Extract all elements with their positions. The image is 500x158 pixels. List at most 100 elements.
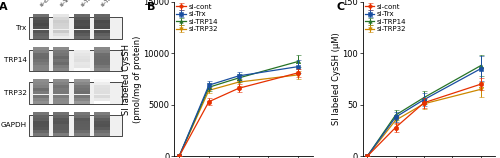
Bar	[33, 98, 49, 101]
Bar	[33, 14, 49, 17]
Bar	[94, 79, 110, 82]
Bar	[94, 17, 110, 20]
Bar	[53, 79, 70, 82]
Bar	[74, 17, 90, 20]
Bar	[53, 23, 70, 26]
Bar	[53, 30, 70, 33]
Bar	[74, 47, 90, 50]
Bar	[53, 20, 70, 23]
Y-axis label: SI labeled CysSH
(pmol/mg of protein): SI labeled CysSH (pmol/mg of protein)	[122, 35, 142, 123]
Bar	[33, 101, 49, 104]
Bar	[33, 47, 49, 50]
Bar	[74, 53, 90, 56]
Bar	[74, 30, 90, 33]
Bar	[33, 88, 49, 91]
Bar	[33, 79, 49, 82]
Bar	[94, 101, 110, 104]
Bar	[74, 112, 90, 115]
Bar	[53, 62, 70, 65]
Bar	[33, 91, 49, 94]
Bar	[53, 47, 70, 50]
Bar	[74, 88, 90, 91]
Bar	[53, 112, 70, 115]
Bar	[74, 130, 90, 133]
Bar	[33, 133, 49, 136]
Bar	[53, 101, 70, 104]
Bar	[33, 94, 49, 98]
Bar	[33, 17, 49, 20]
Bar	[94, 82, 110, 85]
Bar	[29, 82, 122, 104]
Bar	[94, 36, 110, 39]
Text: B: B	[146, 2, 155, 12]
Bar	[53, 26, 70, 29]
Text: si-TRP32: si-TRP32	[100, 0, 122, 8]
Bar	[74, 79, 90, 82]
Bar	[53, 124, 70, 127]
Bar	[53, 118, 70, 121]
Bar	[94, 20, 110, 23]
Bar	[74, 82, 90, 85]
Bar	[33, 36, 49, 39]
Bar	[53, 65, 70, 68]
Bar	[53, 88, 70, 91]
Bar	[94, 133, 110, 136]
Bar	[53, 85, 70, 88]
Bar	[74, 115, 90, 118]
Bar	[53, 127, 70, 130]
Bar	[74, 127, 90, 130]
Bar	[33, 127, 49, 130]
Bar	[74, 94, 90, 98]
Bar	[53, 115, 70, 118]
Bar	[74, 101, 90, 104]
Bar	[94, 121, 110, 124]
Text: si-Trx: si-Trx	[59, 0, 74, 8]
Bar	[94, 26, 110, 29]
Bar	[74, 33, 90, 36]
Legend: si-cont, si-Trx, si-TRP14, si-TRP32: si-cont, si-Trx, si-TRP14, si-TRP32	[364, 3, 406, 33]
Text: C: C	[336, 2, 344, 12]
Bar	[33, 115, 49, 118]
Bar	[33, 23, 49, 26]
Bar	[53, 36, 70, 39]
Bar	[33, 20, 49, 23]
Bar	[74, 14, 90, 17]
Bar	[74, 23, 90, 26]
Bar	[94, 30, 110, 33]
Legend: si-cont, si-Trx, si-TRP14, si-TRP32: si-cont, si-Trx, si-TRP14, si-TRP32	[176, 3, 218, 33]
Bar	[33, 124, 49, 127]
Bar	[29, 115, 122, 136]
Bar	[53, 56, 70, 59]
Bar	[94, 23, 110, 26]
Bar	[33, 56, 49, 59]
Bar	[74, 62, 90, 65]
Bar	[33, 118, 49, 121]
Bar	[74, 20, 90, 23]
Bar	[94, 56, 110, 59]
Bar	[33, 50, 49, 53]
Bar	[53, 98, 70, 101]
Bar	[53, 50, 70, 53]
Bar	[33, 26, 49, 29]
Bar	[94, 47, 110, 50]
Bar	[74, 98, 90, 101]
Bar	[33, 121, 49, 124]
Bar	[94, 91, 110, 94]
Bar	[74, 85, 90, 88]
Text: si-TRP14: si-TRP14	[80, 0, 102, 8]
Bar	[94, 118, 110, 121]
Bar	[53, 53, 70, 56]
Bar	[74, 50, 90, 53]
Bar	[74, 91, 90, 94]
Bar	[74, 68, 90, 71]
Text: Trx: Trx	[16, 25, 26, 31]
Bar	[33, 82, 49, 85]
Bar	[53, 59, 70, 62]
Bar	[53, 130, 70, 133]
Bar	[33, 59, 49, 62]
Bar	[53, 14, 70, 17]
Bar	[33, 65, 49, 68]
Bar	[94, 59, 110, 62]
Bar	[94, 130, 110, 133]
Bar	[74, 56, 90, 59]
